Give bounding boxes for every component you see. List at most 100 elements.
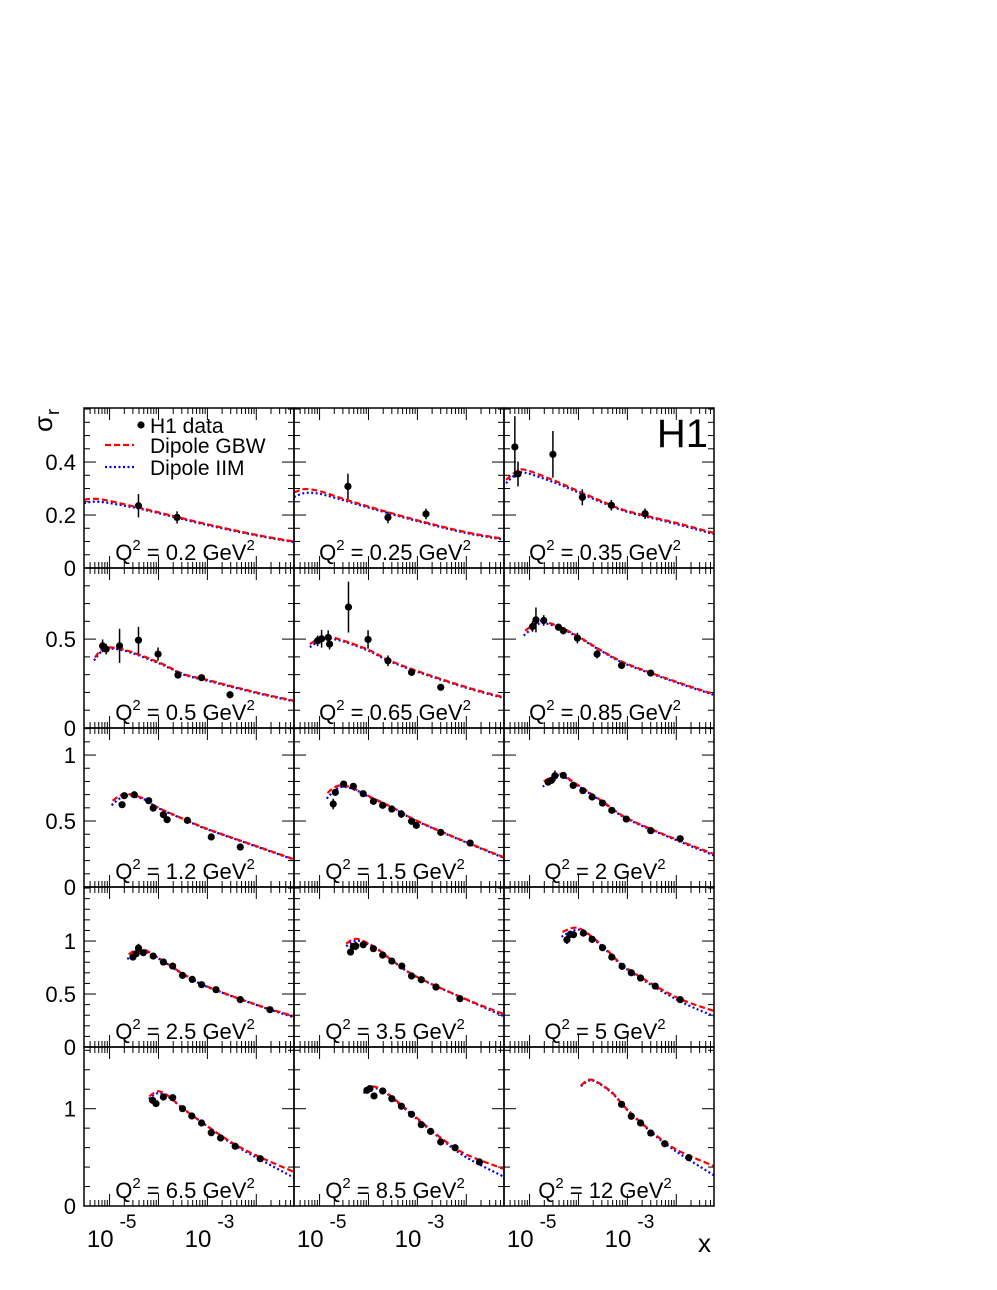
q2-var: Q [325,859,342,884]
h1-data-point [197,981,206,989]
h1-data-point [359,790,367,798]
data-marker [437,828,445,836]
h1-data-point [169,962,177,970]
h1-data-point [437,683,445,691]
q2-var: Q [115,540,132,565]
q2-value: 5 [595,1019,607,1044]
h1-data-point [412,821,420,829]
data-marker [588,935,596,943]
data-marker [346,948,355,956]
h1-data-point [159,958,167,966]
q2-var: Q [115,1019,132,1044]
q2-value: 2 [595,859,607,884]
data-marker [407,1110,416,1118]
h1-data-point [352,941,360,951]
data-marker [617,661,626,670]
q2-unit-sup: 2 [246,856,254,873]
q2-eq: = [141,1019,166,1044]
h1-data-point [588,793,596,801]
data-marker [456,995,464,1003]
data-marker [608,953,616,961]
h1-data-point [331,788,339,796]
x-tick-label-base: 10 [87,1226,114,1253]
data-marker [236,843,244,851]
q2-eq: = [141,859,166,884]
h1-data-point [188,1112,196,1120]
h1-data-point [226,691,234,699]
legend-label-h1-data: H1 data [150,415,224,438]
data-marker [256,1155,264,1163]
q2-eq: = [570,1019,595,1044]
data-marker [178,971,187,979]
h1-data-point [627,1112,635,1120]
data-marker [183,816,191,824]
h1-data-point [636,974,645,982]
data-marker [120,792,128,800]
h1-data-point [569,781,577,789]
data-marker [451,1144,459,1152]
h1-data-point [349,782,357,790]
q2-unit-sup: 2 [657,1016,665,1033]
h1-data-point [359,941,367,949]
data-marker [426,1127,435,1135]
q2-sup: 2 [132,697,140,714]
x-tick-label-base: 10 [395,1226,422,1253]
h1-data-point [647,827,655,835]
data-marker [169,1094,177,1102]
q2-sup: 2 [132,537,140,554]
data-marker [149,952,157,960]
data-marker [207,833,215,841]
data-marker [661,1140,669,1148]
h1-data-point [379,951,387,959]
h1-data-point [197,674,206,682]
data-marker [340,780,348,788]
data-marker [118,801,126,809]
gbw-curve [94,646,295,702]
y-tick-label: 0.4 [45,450,76,475]
q2-unit-sup: 2 [463,697,471,714]
h1-data-point [579,929,587,937]
h1-data-point [388,957,396,965]
q2-label: Q2 = 1.2 GeV2 [115,856,255,884]
h1-data-point [426,1127,435,1135]
data-marker [641,510,649,518]
y-tick-label: 0 [64,716,76,741]
q2-sup: 2 [132,856,140,873]
h1-data-point [197,1119,206,1127]
h1-data-point [384,511,392,524]
q2-sup: 2 [555,1175,563,1192]
data-marker [569,781,577,789]
q2-unit: GeV [607,1019,657,1044]
data-marker [397,1102,405,1110]
q2-value: 0.85 [580,700,623,725]
q2-label: Q2 = 0.25 GeV2 [319,537,471,565]
q2-unit: GeV [607,859,657,884]
q2-label: Q2 = 8.5 GeV2 [325,1175,465,1203]
h1-data-point [340,780,348,788]
data-marker [149,804,157,812]
x-tick-label-exponent: -5 [540,1212,557,1233]
q2-var: Q [319,700,336,725]
gbw-curve [111,792,295,861]
h1-data-point [130,791,138,799]
data-marker [622,815,630,823]
h1-data-point [422,508,430,520]
data-marker [344,603,353,611]
data-marker [559,771,567,779]
data-marker [407,972,416,980]
q2-var: Q [115,1178,132,1203]
gbw-curve [293,487,505,540]
data-marker [685,1154,693,1162]
data-marker [324,633,332,642]
data-marker [366,1085,374,1093]
q2-unit-sup: 2 [657,856,665,873]
q2-unit: GeV [412,540,462,565]
h1-data-point [579,787,587,795]
h1-data-point [174,671,182,679]
data-marker [532,616,540,624]
h1-data-point [636,1119,645,1127]
q2-unit: GeV [622,700,672,725]
iim-curve [560,928,715,1018]
